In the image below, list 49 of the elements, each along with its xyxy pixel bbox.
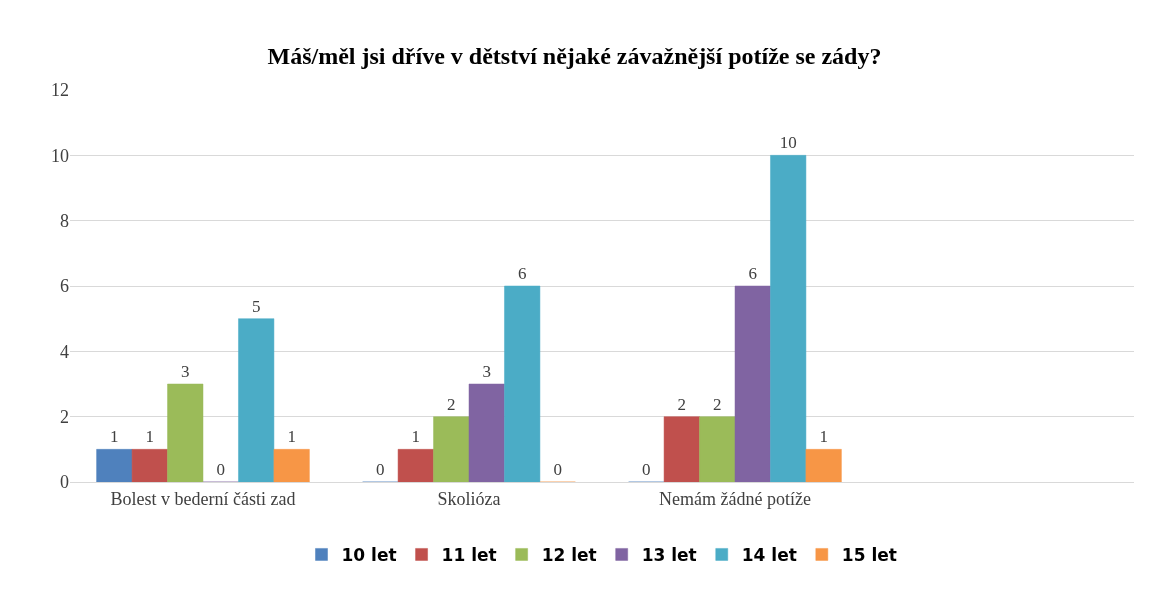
legend-label: 13 let [641,545,697,566]
y-tick-label: 0 [60,472,69,493]
data-label: 3 [482,362,491,381]
data-label: 1 [287,427,296,447]
bar [131,449,168,482]
bar [734,285,771,482]
data-label: 2 [447,394,456,414]
x-tick-label: Nemám žádné potíže [659,488,811,509]
legend-label: 12 let [541,545,597,566]
bar [397,449,434,482]
data-label: 0 [553,460,562,479]
bar [805,449,842,482]
bar [238,318,275,482]
legend-label: 14 let [741,545,797,566]
bar [96,449,133,482]
bar [468,383,505,482]
data-label: 0 [376,460,385,479]
y-tick-label: 10 [51,145,69,166]
data-label: 2 [713,394,722,414]
bar [770,155,807,482]
data-label: 6 [517,264,527,283]
data-label: 10 [779,133,797,153]
data-label: 1 [145,427,155,447]
y-tick-label: 12 [51,80,69,101]
bar [504,285,541,482]
bar [699,416,736,482]
y-tick-label: 8 [60,210,69,231]
data-label: 6 [748,264,757,283]
legend-label: 10 let [341,545,397,566]
data-label: 1 [411,427,421,447]
data-label: 1 [819,427,828,447]
bar [167,383,204,482]
y-tick-label: 6 [60,276,69,297]
bar [273,449,310,482]
data-label: 2 [677,394,687,414]
legend-label: 15 let [841,545,897,566]
y-tick-label: 4 [60,341,69,362]
data-label: 1 [110,427,119,447]
legend-label: 11 let [441,545,497,566]
bar [663,416,700,482]
y-tick-label: 2 [60,406,69,427]
bar [433,416,470,482]
x-tick-label: Bolest v bederní části zad [110,488,296,509]
data-label: 3 [181,362,190,381]
data-label: 0 [216,460,225,479]
x-tick-label: Skolióza [437,488,501,509]
chart-title: Máš/měl jsi dříve v dětství nějaké závažnější potíže se zády? [267,43,882,70]
data-label: 0 [642,460,651,479]
data-label: 5 [251,296,261,316]
